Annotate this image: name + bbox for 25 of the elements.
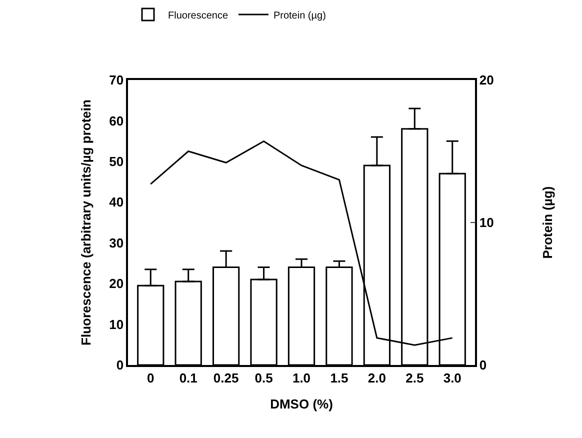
y-tick-label: 40 [109, 194, 124, 210]
x-tick-label: 2.0 [368, 370, 386, 386]
y-tick-label: 70 [109, 72, 124, 88]
y-tick-label: 50 [109, 154, 124, 169]
y-tick-label: 0 [116, 358, 124, 373]
x-tick-label: 0.1 [179, 370, 198, 386]
x-tick-label: 3.0 [443, 370, 462, 386]
x-axis-title: DMSO (%) [270, 396, 333, 412]
x-tick-label: 0.5 [254, 370, 273, 386]
y-tick-label: 60 [109, 113, 124, 128]
x-tick-label: 0 [147, 370, 154, 386]
y-axis-title: Fluorescence (arbitrary units/µg protein [78, 100, 94, 346]
y-tick-label: 20 [109, 276, 124, 292]
legend-label: Protein (µg) [273, 10, 326, 22]
y2-axis-title: Protein (µg) [540, 186, 555, 259]
legend-label: Fluorescence [168, 10, 228, 22]
x-tick-label: 1.0 [292, 370, 311, 386]
y2-tick-label: 20 [479, 72, 494, 88]
x-tick-label: 1.5 [330, 370, 348, 386]
y-tick-label: 30 [109, 235, 124, 250]
y2-tick-label: 10 [479, 215, 494, 230]
y-tick-label: 10 [109, 316, 124, 332]
x-tick-label: 0.25 [213, 370, 239, 386]
y2-tick-label: 0 [479, 358, 487, 373]
x-tick-label: 2.5 [406, 370, 424, 386]
